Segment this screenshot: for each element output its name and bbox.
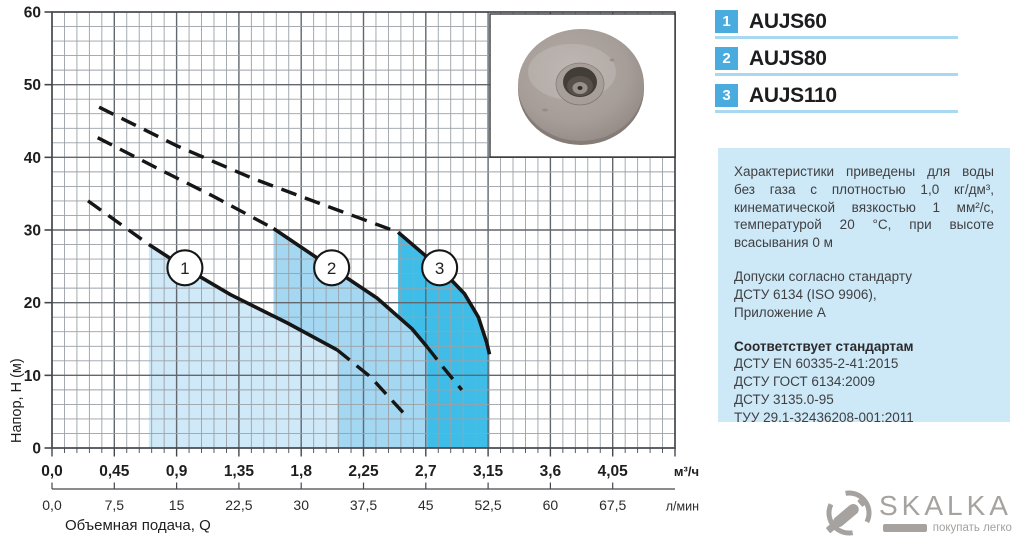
impeller-photo <box>489 13 676 158</box>
water-conditions-note: Характеристики приведены для воды без га… <box>734 164 994 251</box>
legend-model-label: AUJS80 <box>749 47 827 70</box>
legend-number-badge: 2 <box>715 47 738 70</box>
characteristics-info-box: Характеристики приведены для воды без га… <box>718 148 1010 425</box>
legend-item-aujs80: 2 AUJS80 <box>715 47 958 76</box>
svg-text:0,0: 0,0 <box>42 497 62 513</box>
svg-text:Напор, H (м): Напор, H (м) <box>9 358 25 443</box>
svg-text:1: 1 <box>180 259 189 278</box>
y-axis: 0 10 20 30 40 50 60 Напор, H (м) <box>9 5 52 458</box>
svg-text:3,6: 3,6 <box>540 463 562 480</box>
logo-tagline: покупать легко <box>932 522 1012 534</box>
pump-legend: 1 AUJS60 2 AUJS80 3 AUJS110 <box>715 10 958 121</box>
rolling-pin-icon <box>826 490 872 536</box>
legend-model-label: AUJS60 <box>749 10 827 33</box>
legend-number-badge: 1 <box>715 10 738 33</box>
svg-text:0: 0 <box>32 441 41 458</box>
svg-text:20: 20 <box>24 295 41 312</box>
logo-wordmark: SKALKA <box>879 490 1012 521</box>
svg-text:1,8: 1,8 <box>290 463 312 480</box>
svg-text:7,5: 7,5 <box>105 497 125 513</box>
logo-tagline-row: покупать легко <box>882 522 1012 534</box>
svg-text:1,35: 1,35 <box>224 463 255 480</box>
svg-text:22,5: 22,5 <box>225 497 252 513</box>
svg-text:2: 2 <box>327 259 336 278</box>
svg-text:15: 15 <box>169 497 185 513</box>
standards-note: Соответствует стандартам ДСТУ EN 60335-2… <box>734 338 914 425</box>
svg-text:0,0: 0,0 <box>41 463 63 480</box>
tolerances-note: Допуски согласно стандарту ДСТУ 6134 (IS… <box>734 269 912 320</box>
legend-item-aujs60: 1 AUJS60 <box>715 10 958 39</box>
pump-performance-chart: 0 10 20 30 40 50 60 Напор, H (м) 0,0 0,45 0,9 1,35 1… <box>9 5 699 535</box>
logo-text: SKALKA покупать легко <box>879 487 1012 535</box>
svg-text:л/мин: л/мин <box>666 500 699 514</box>
svg-text:2,7: 2,7 <box>415 463 437 480</box>
legend-model-label: AUJS110 <box>749 84 837 107</box>
svg-text:60: 60 <box>24 5 41 22</box>
svg-text:0,45: 0,45 <box>99 463 130 480</box>
svg-text:3,15: 3,15 <box>473 463 504 480</box>
svg-text:52,5: 52,5 <box>474 497 501 513</box>
svg-text:37,5: 37,5 <box>350 497 377 513</box>
skalka-logo[interactable]: SKALKA покупать легко <box>824 487 1024 539</box>
legend-item-aujs110: 3 AUJS110 <box>715 84 958 113</box>
grid <box>51 11 676 449</box>
svg-text:30: 30 <box>24 223 41 240</box>
logo-bar <box>882 524 927 532</box>
svg-text:3: 3 <box>435 259 444 278</box>
standards-title: Соответствует стандартам <box>734 338 914 354</box>
svg-text:45: 45 <box>418 497 434 513</box>
svg-text:10: 10 <box>24 368 41 385</box>
legend-number-badge: 3 <box>715 84 738 107</box>
svg-text:4,05: 4,05 <box>598 463 629 480</box>
svg-text:0,9: 0,9 <box>166 463 188 480</box>
svg-text:30: 30 <box>293 497 309 513</box>
svg-text:Объемная подача, Q: Объемная подача, Q <box>65 517 211 534</box>
svg-text:50: 50 <box>24 77 41 94</box>
svg-text:60: 60 <box>543 497 559 513</box>
svg-text:40: 40 <box>24 150 41 167</box>
svg-text:м³/ч: м³/ч <box>674 464 699 479</box>
curve-number-markers: 1 2 3 <box>166 249 459 287</box>
svg-text:2,25: 2,25 <box>348 463 379 480</box>
x-axis-lmin: 0,0 7,5 15 22,5 30 37,5 45 52,5 60 67,5 л/мин Объем… <box>42 482 699 534</box>
svg-text:67,5: 67,5 <box>599 497 626 513</box>
x-axis-m3h: 0,0 0,45 0,9 1,35 1,8 2,25 2,7 3,15 3,6 4,05 м³/ч <box>41 448 699 480</box>
